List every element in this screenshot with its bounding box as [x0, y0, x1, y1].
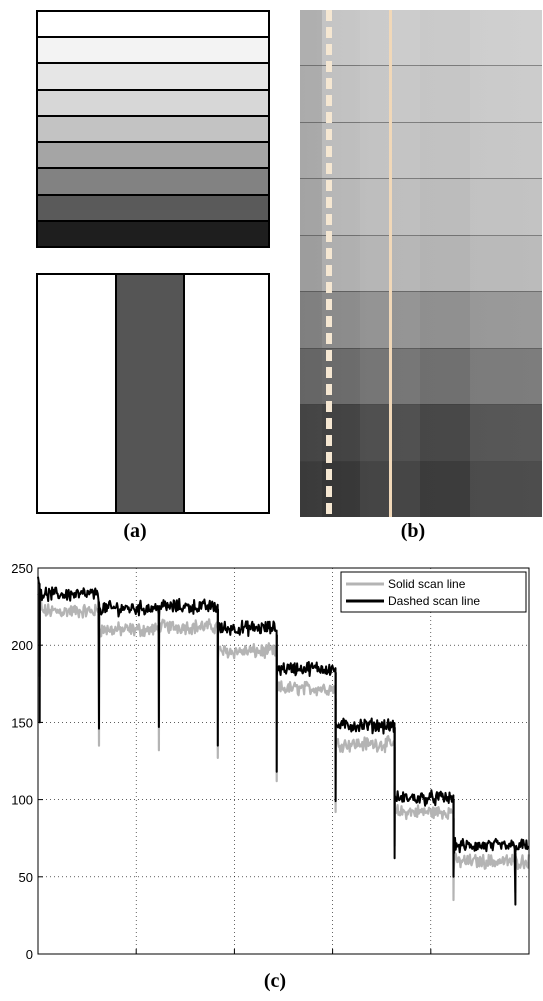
solid-scan-line	[389, 10, 392, 517]
photo-band	[300, 10, 542, 66]
wedge-step	[38, 167, 268, 194]
photo-band	[300, 347, 542, 405]
panel-a-step-wedge	[36, 10, 270, 248]
wedge-step	[38, 62, 268, 89]
y-tick-label: 100	[11, 793, 33, 808]
dashed-scan-line	[326, 10, 332, 517]
photo-band	[300, 65, 542, 122]
dashed-scan-line-series	[37, 576, 530, 906]
photo-band	[300, 178, 542, 235]
panel-b-right-shade	[470, 10, 542, 517]
wedge-step	[38, 141, 268, 168]
x-tick-label: 2000	[416, 959, 445, 960]
wedge-step	[38, 219, 268, 246]
photo-band	[300, 121, 542, 179]
panel-b-gray-bands	[300, 10, 542, 517]
chart-series	[37, 576, 530, 906]
y-tick-label: 50	[19, 870, 33, 885]
plot-frame	[37, 567, 530, 955]
y-tick-label: 200	[11, 638, 33, 653]
caption-a: (a)	[123, 520, 147, 542]
panel-a-bar-pattern	[36, 273, 270, 514]
photo-band	[300, 404, 542, 461]
photo-band	[300, 234, 542, 292]
wedge-step	[38, 12, 268, 37]
legend-dashed-label: Dashed scan line	[388, 594, 480, 608]
caption-b: (b)	[400, 520, 426, 542]
x-tick-label: 0	[34, 959, 41, 960]
wedge-step	[38, 193, 268, 220]
legend-box	[340, 571, 527, 613]
chart-legend: Solid scan line Dashed scan line	[340, 571, 527, 613]
panel-b-left-shade	[300, 10, 322, 517]
chart-ticks: 0 500 1000 1500 2000 2500 0 50 100 150 200 250	[11, 561, 543, 960]
caption-c: (c)	[263, 970, 287, 992]
wedge-step	[38, 88, 268, 115]
x-tick-label: 1500	[318, 959, 347, 960]
panel-b-photo	[300, 10, 542, 517]
x-tick-label: 500	[125, 959, 147, 960]
y-tick-label: 150	[11, 715, 33, 730]
x-tick-label: 1000	[220, 959, 249, 960]
photo-band	[300, 291, 542, 348]
solid-scan-line-series	[37, 592, 530, 902]
x-tick-label: 2500	[515, 959, 543, 960]
y-tick-label: 0	[26, 947, 33, 960]
scan-line-chart: 0 500 1000 1500 2000 2500 0 50 100 150 200 250 Soli…	[11, 561, 543, 960]
wedge-step	[38, 36, 268, 63]
y-tick-label: 250	[11, 561, 33, 576]
panel-a-dark-bar	[115, 275, 185, 512]
photo-band	[300, 460, 542, 517]
legend-solid-label: Solid scan line	[388, 577, 466, 591]
wedge-step	[38, 114, 268, 142]
